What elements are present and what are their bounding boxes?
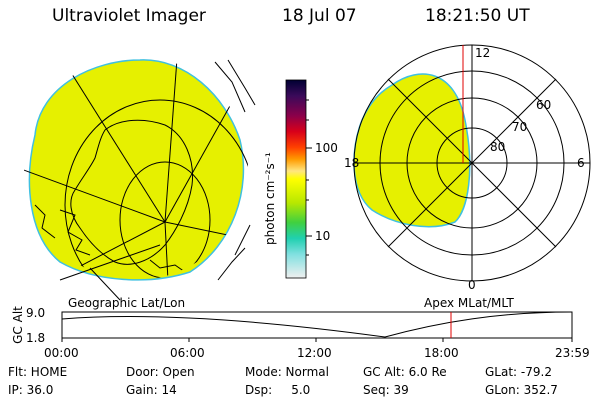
- orbit-ylabel: GC Alt: [11, 306, 25, 344]
- ip-info: IP: 36.0: [8, 383, 54, 397]
- mlt-polar-plot: [353, 44, 591, 282]
- date-label: 18 Jul 07: [282, 6, 357, 26]
- mlat-label-60: 60: [536, 98, 552, 112]
- glon-info: GLon: 352.7: [485, 383, 558, 397]
- glat-info: GLat: -79.2: [485, 365, 552, 379]
- orbit-xtick-1800: 18:00: [424, 346, 459, 360]
- colorbar-unit-label: photon cm⁻²s⁻¹: [263, 152, 277, 245]
- seq-info: Seq: 39: [363, 383, 409, 397]
- geo-caption: Geographic Lat/Lon: [68, 296, 186, 310]
- time-label: 18:21:50 UT: [425, 6, 530, 26]
- mlt-label-18: 18: [344, 156, 360, 170]
- auroral-oval-fill: [353, 73, 471, 228]
- dsp-info: Dsp: 5.0: [245, 383, 311, 397]
- orbit-plot: [61, 311, 573, 342]
- mlt-label-6: 6: [577, 156, 585, 170]
- door-info: Door: Open: [126, 365, 195, 379]
- colorbar: [285, 79, 312, 279]
- colorbar-tick-10: 10: [315, 229, 331, 243]
- orbit-xtick-0000: 00:00: [44, 346, 79, 360]
- orbit-xtick-1200: 12:00: [297, 346, 332, 360]
- auroral-emission-fill: [28, 59, 245, 281]
- mlt-label-12: 12: [475, 46, 491, 60]
- mlat-label-80: 80: [490, 140, 506, 154]
- mode-info: Mode: Normal: [245, 365, 329, 379]
- gc-alt-info: GC Alt: 6.0 Re: [363, 365, 447, 379]
- altitude-curve: [61, 311, 573, 338]
- colorbar-tick-100: 100: [315, 141, 338, 155]
- mlt-caption: Apex MLat/MLT: [424, 296, 514, 310]
- mlat-label-70: 70: [512, 120, 528, 134]
- gain-info: Gain: 14: [126, 383, 177, 397]
- orbit-xtick-0600: 06:00: [170, 346, 205, 360]
- mlt-label-0: 0: [468, 278, 476, 292]
- geographic-map: [24, 56, 256, 301]
- instrument-title: Ultraviolet Imager: [52, 6, 206, 26]
- orbit-xtick-2359: 23:59: [555, 346, 590, 360]
- flight-info: Flt: HOME: [8, 365, 68, 379]
- orbit-ytick-max: 9.0: [26, 306, 46, 320]
- orbit-ytick-min: 1.8: [26, 331, 46, 345]
